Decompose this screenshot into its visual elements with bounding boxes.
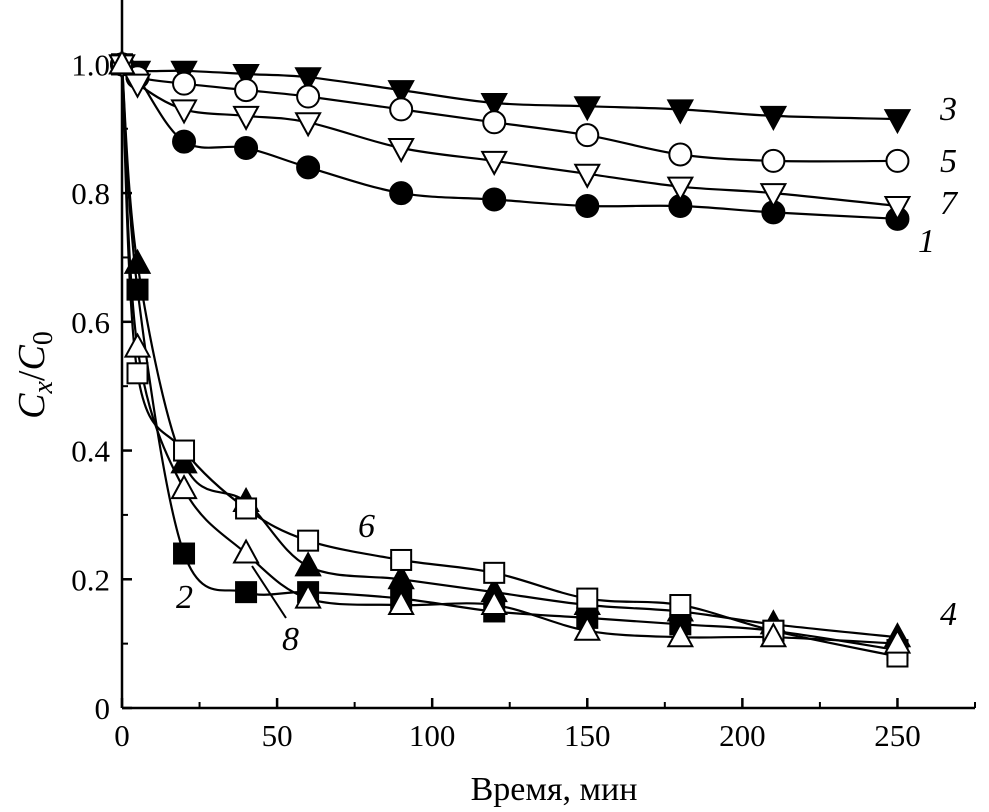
x-tick-label: 50 [262,718,293,753]
series-8-point [108,49,136,75]
curve-label-8: 8 [282,621,299,658]
series-1-point [296,155,321,180]
series-5-point [575,123,600,148]
series-3-point [666,99,695,125]
series-7-point [387,138,415,164]
curve-label-5: 5 [940,143,957,180]
series-8-point [232,538,260,564]
y-tick-label: 0.8 [71,176,110,211]
y-label-c0: C [11,345,53,371]
series-8-point [666,622,695,648]
series-2-point [173,542,196,565]
series-8-point [759,622,788,648]
series-7-point [759,183,788,209]
series-3-point [387,80,415,106]
y-tick-label: 0.6 [71,305,110,340]
x-tick-label: 0 [114,718,130,753]
series-7-point [666,176,695,202]
series-7-point [883,195,912,222]
y-tick-label: 0 [95,691,111,726]
series-8-point [123,332,152,358]
series-5-point [234,78,259,103]
series-8-point [294,583,322,609]
series-3-point [759,105,788,131]
series-4-point [387,564,415,590]
curve-label-1: 1 [918,223,935,260]
y-label-x-sub: x [28,381,59,395]
series-1-point [234,136,259,161]
curve-label-6: 6 [358,508,375,545]
x-tick-label: 150 [564,718,611,753]
curve-label-8-leader [251,565,287,619]
series-3-point [294,67,322,93]
series-8-point [883,628,912,654]
series-6-point [173,439,196,462]
series-4-point [123,248,152,274]
series-7-point [573,163,601,189]
series-4-point [294,551,322,577]
series-1-point [482,187,507,212]
svg-text:Cx/C0: Cx/C0 [11,331,59,419]
series-5-point [296,84,321,109]
series-8-point [480,589,508,616]
curve-label-2: 2 [176,579,193,616]
y-axis-label: Cx/C0 [11,331,59,419]
x-tick-label: 100 [409,718,456,753]
axes: 0 50 100 150 200 250 0 0.2 0.4 0.6 0.8 1.0 [71,0,976,753]
series-2-point [126,278,149,301]
series-3-point [480,92,508,119]
labels: 3 5 71 4 6 2 8 [176,91,959,658]
curve-label-4: 4 [940,596,957,633]
y-tick-label: 1.0 [71,47,110,82]
series-5-point [482,110,507,135]
y-tick-label: 0.4 [71,434,110,469]
y-tick-label: 0.2 [71,562,110,597]
y-label-zero-sub: 0 [28,331,59,345]
curve-label-7: 7 [940,185,959,222]
series-6-point [297,529,320,552]
markers [108,49,912,668]
series-3-point [573,96,601,122]
series-6-point [576,587,599,610]
series-7-point [294,112,322,138]
x-tick-label: 250 [874,718,921,753]
series-8-point [170,474,198,500]
series-5-point [885,148,910,173]
series-6-point [669,594,692,617]
series-6-point [390,548,413,571]
y-label-c: C [11,393,53,419]
series-6-point [126,362,149,385]
series-2-line [120,64,898,652]
series-3-point [883,109,912,135]
series-5-point [668,142,693,167]
series-2-point [235,581,258,604]
series-1-point [389,181,414,206]
series-6-point [235,497,258,520]
series-1-point [172,129,197,154]
series-7-point [170,99,198,125]
series-1-point [575,193,600,218]
series-5-point [172,71,197,96]
series-7-point [232,105,260,131]
series-7-point [123,73,152,99]
curve-label-3: 3 [939,91,957,128]
series-5-point [389,97,414,122]
series-7-point [480,150,508,176]
y-label-slash: / [11,370,53,381]
series-8-point [387,589,415,616]
series-3-point [232,64,260,90]
series-4-line [120,64,898,639]
series-8-point [573,615,601,641]
x-tick-label: 200 [719,718,766,753]
series-6-point [483,561,506,584]
series-5-point [761,148,786,173]
x-axis-label: Время, мин [471,771,638,808]
